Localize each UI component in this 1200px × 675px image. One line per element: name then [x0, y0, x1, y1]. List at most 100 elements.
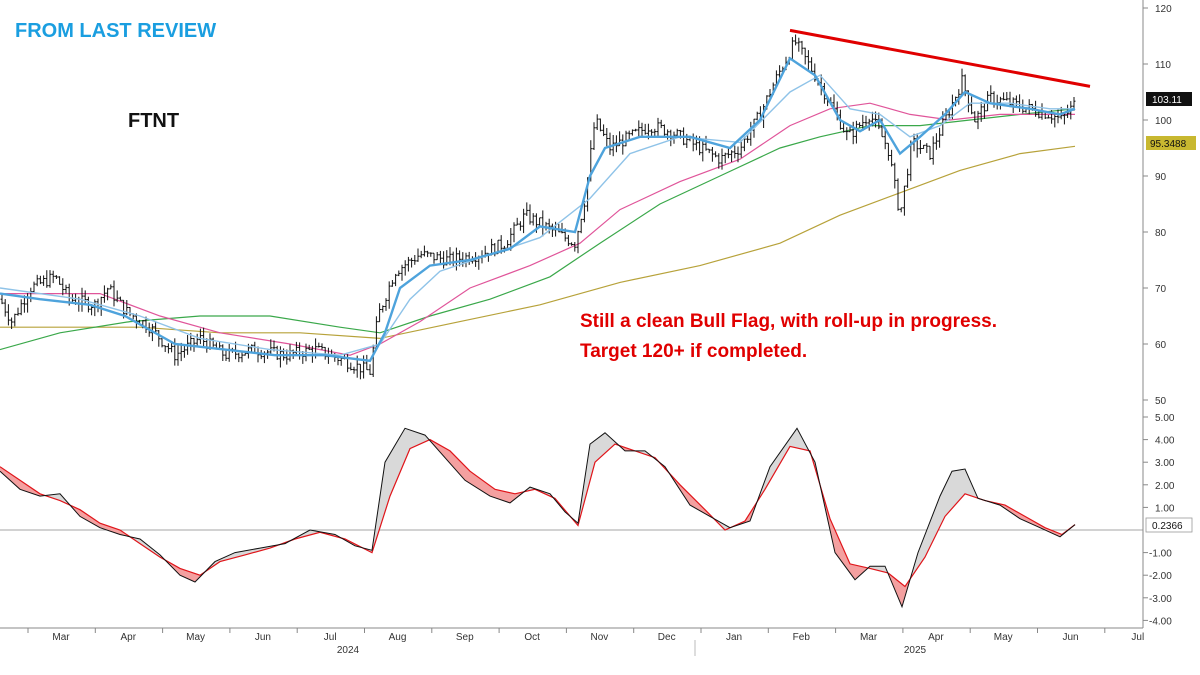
month-label: Feb: [793, 632, 811, 643]
price-bar: [198, 328, 202, 345]
oscillator-fill-segment: [182, 569, 184, 577]
oscillator-fill-segment: [796, 429, 798, 449]
price-bar: [810, 57, 814, 74]
price-bar: [736, 146, 740, 163]
price-bar: [432, 252, 436, 264]
oscillator-fill-segment: [18, 478, 20, 490]
oscillator-fill-segment: [62, 496, 64, 503]
price-bar: [10, 317, 14, 329]
oscillator-fill-segment: [916, 552, 918, 571]
oscillator-fill-segment: [456, 457, 458, 473]
price-bar: [3, 299, 7, 317]
price-bar: [352, 366, 356, 374]
price-bar: [592, 122, 596, 150]
oscillator-fill-segment: [928, 521, 930, 551]
oscillator-fill-segment: [478, 477, 480, 490]
price-bar: [438, 250, 442, 264]
price-bar: [285, 349, 289, 365]
oscillator-fill-segment: [192, 572, 194, 582]
oscillator-fill-segment: [836, 532, 838, 557]
oscillator-fill-segment: [404, 428, 406, 463]
price-bar: [755, 111, 759, 121]
oscillator-fill-segment: [250, 549, 252, 554]
oscillator-fill-segment: [436, 443, 438, 450]
price-bar: [410, 257, 414, 268]
oscillator-fill-segment: [944, 483, 946, 519]
oscillator-fill-segment: [496, 489, 498, 499]
price-bar: [16, 307, 20, 316]
price-bar: [422, 245, 426, 257]
oscillator-fill-segment: [500, 490, 502, 501]
oscillator-fill-segment: [938, 496, 940, 531]
price-bar: [973, 111, 977, 123]
price-bar: [906, 168, 910, 188]
oscillator-fill-segment: [504, 491, 506, 502]
price-bar: [528, 204, 532, 225]
oscillator-fill-segment: [930, 516, 932, 547]
price-bar: [118, 296, 122, 301]
oscillator-axis-label: 4.00: [1155, 436, 1175, 447]
price-bar: [934, 133, 938, 150]
oscillator-fill-segment: [28, 485, 30, 493]
oscillator-fill-segment: [14, 476, 16, 486]
price-bar: [848, 126, 852, 133]
oscillator-fill-segment: [946, 479, 948, 516]
oscillator-fill-segment: [376, 509, 378, 540]
oscillator-fill-segment: [914, 559, 916, 574]
oscillator-fill-segment: [854, 564, 856, 579]
price-bar: [38, 275, 42, 285]
oscillator-fill-segment: [892, 576, 894, 588]
price-axis-label: 50: [1155, 396, 1167, 407]
oscillator-fill-segment: [898, 580, 900, 603]
oscillator-fill-segment: [512, 493, 514, 502]
price-bar: [192, 337, 196, 352]
price-bar: [864, 115, 868, 126]
oscillator-fill-segment: [502, 490, 504, 501]
oscillator-fill-segment: [604, 433, 606, 455]
price-bar: [349, 362, 353, 371]
oscillator-fill-segment: [804, 441, 806, 450]
price-bar: [525, 202, 529, 216]
oscillator-fill-segment: [466, 467, 468, 483]
price-bar: [237, 352, 241, 363]
price-bar: [45, 270, 49, 288]
price-bar: [294, 341, 298, 356]
price-bar: [42, 275, 46, 286]
oscillator-fill-segment: [880, 566, 882, 572]
oscillator-fill-segment: [972, 484, 974, 497]
oscillator-fill-segment: [444, 447, 446, 459]
price-bar: [202, 327, 206, 348]
oscillator-fill-segment: [312, 530, 314, 535]
price-axis-label: 100: [1155, 116, 1172, 127]
month-label: May: [994, 632, 1013, 643]
price-bar: [1005, 92, 1009, 101]
oscillator-fill-segment: [114, 528, 116, 534]
oscillator-fill-segment: [958, 469, 960, 502]
oscillator-fill-segment: [388, 453, 390, 503]
oscillator-fill-segment: [948, 475, 950, 513]
price-bar: [550, 223, 554, 237]
oscillator-fill-segment: [480, 478, 482, 491]
moving-average-olive: [0, 145, 1076, 340]
price-bar: [794, 34, 798, 46]
price-bar: [1037, 111, 1041, 119]
price-axis-label: 90: [1155, 172, 1167, 183]
price-bar: [742, 136, 746, 152]
oscillator-tag: 0.2366: [1145, 517, 1193, 533]
oscillator-fill-segment: [232, 553, 234, 559]
oscillator-fill-segment: [954, 470, 956, 507]
oscillator-fill-segment: [424, 434, 426, 443]
oscillator-fill-segment: [922, 537, 924, 562]
price-bar: [902, 185, 906, 216]
price-bar: [1008, 91, 1012, 108]
oscillator-fill-segment: [592, 441, 594, 474]
oscillator-fill-segment: [236, 552, 238, 558]
price-bar: [803, 47, 807, 65]
price-bar: [182, 345, 186, 358]
oscillator-fill-segment: [950, 471, 952, 511]
oscillator-fill-segment: [798, 430, 800, 449]
oscillator-fill-segment: [940, 492, 942, 527]
price-axis-label: 80: [1155, 228, 1167, 239]
oscillator-fill-segment: [962, 469, 964, 498]
